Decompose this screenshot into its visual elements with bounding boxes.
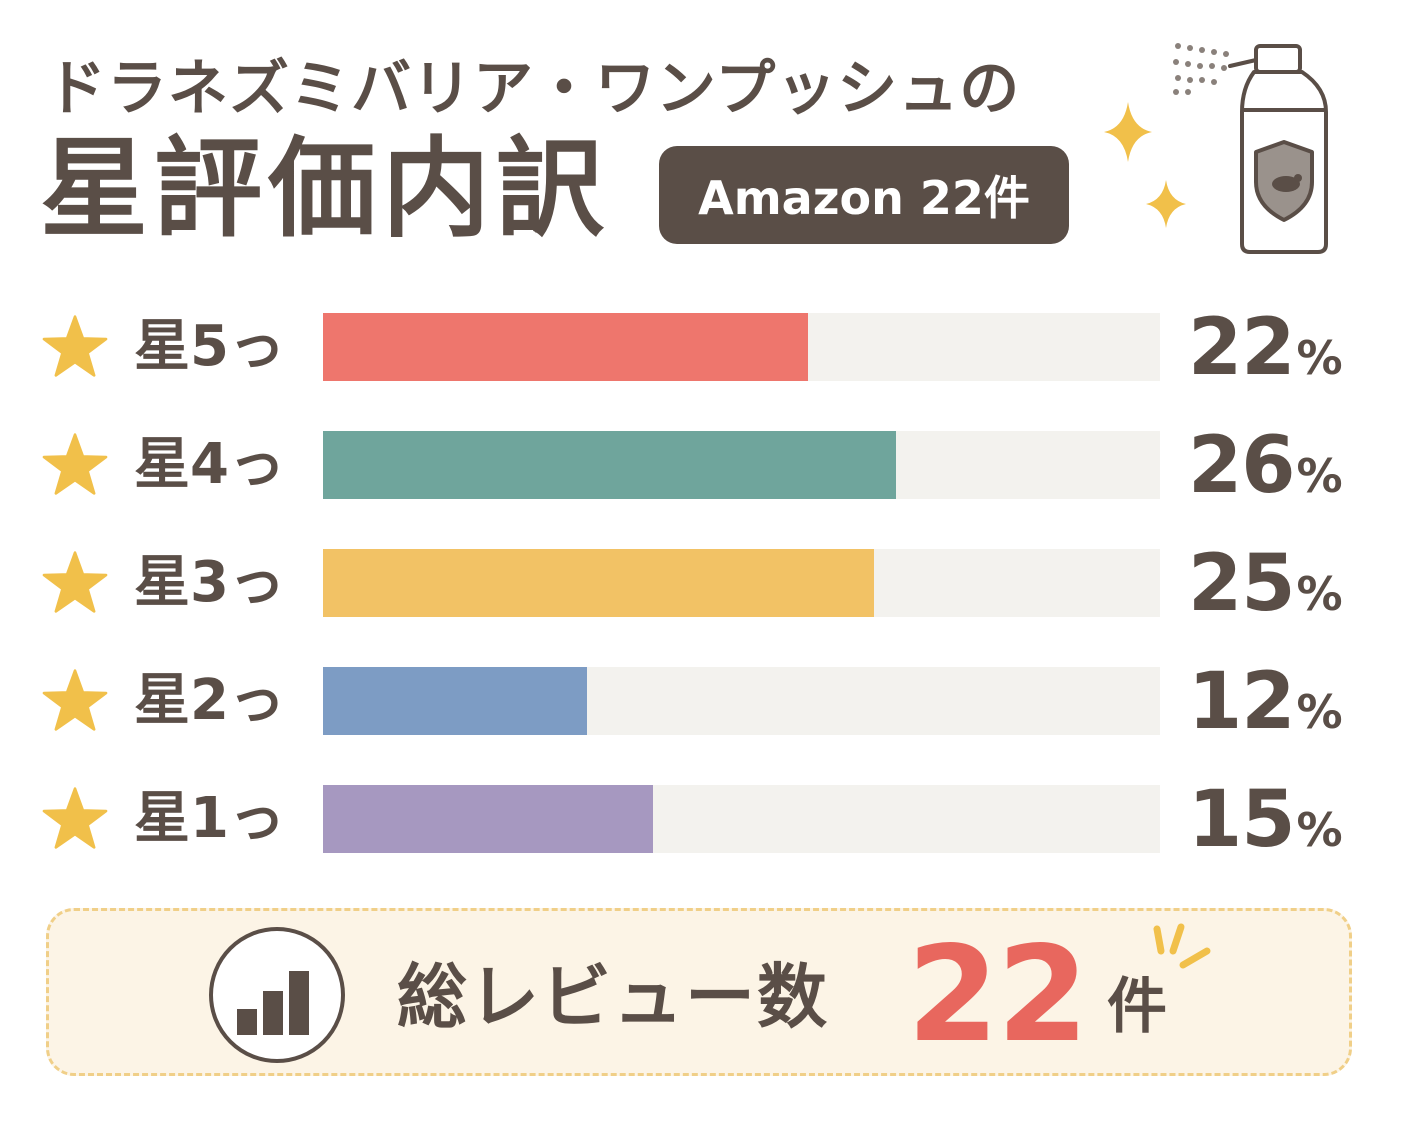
value-number: 26 bbox=[1188, 421, 1296, 511]
value-number: 22 bbox=[1188, 303, 1296, 393]
star-icon bbox=[42, 669, 108, 731]
value-unit: % bbox=[1296, 331, 1343, 385]
category-label: 星2っ bbox=[134, 668, 285, 733]
category-label: 星1っ bbox=[134, 786, 285, 851]
page-title-line2: 星評価内訳 bbox=[40, 127, 611, 252]
sparkle-icon bbox=[1146, 180, 1186, 228]
value-label: 15% bbox=[1188, 780, 1368, 860]
star-icon bbox=[42, 433, 108, 495]
bar bbox=[323, 785, 654, 853]
decoration bbox=[1104, 43, 1328, 254]
value-label: 12% bbox=[1188, 662, 1368, 742]
bar-chart-icon bbox=[209, 927, 345, 1063]
bar-track bbox=[323, 431, 1160, 499]
chart-row: 星1っ 15% bbox=[0, 780, 1402, 860]
sparkle-icon bbox=[1104, 102, 1152, 162]
value-label: 22% bbox=[1188, 308, 1368, 388]
chart-row: 星5っ 22% bbox=[0, 308, 1402, 388]
source-badge: Amazon 22件 bbox=[659, 146, 1069, 244]
bar-track bbox=[323, 313, 1160, 381]
total-value: 22 bbox=[907, 918, 1089, 1072]
bar bbox=[323, 667, 588, 735]
chart-row: 星2っ 12% bbox=[0, 662, 1402, 742]
bar-track bbox=[323, 667, 1160, 735]
rating-bar-chart: 星5っ 22% 星4っ 26% 星3っ 25% 星2っ 12% 星1っ 15% bbox=[0, 308, 1402, 860]
value-unit: % bbox=[1296, 803, 1343, 857]
value-number: 15 bbox=[1188, 775, 1296, 865]
spray-can-icon bbox=[1228, 44, 1328, 254]
bar bbox=[323, 313, 808, 381]
page-title-line1: ドラネズミバリア・ワンプッシュの bbox=[46, 54, 1021, 124]
bar bbox=[323, 549, 874, 617]
star-icon bbox=[42, 551, 108, 613]
bar bbox=[323, 431, 896, 499]
total-reviews-box: 総レビュー数 22 件 bbox=[46, 908, 1352, 1076]
star-icon bbox=[42, 787, 108, 849]
total-unit: 件 bbox=[1107, 972, 1167, 1042]
star-icon bbox=[42, 315, 108, 377]
category-label: 星5っ bbox=[134, 314, 285, 379]
spray-mist-icon bbox=[1173, 43, 1229, 95]
value-unit: % bbox=[1296, 449, 1343, 503]
value-unit: % bbox=[1296, 567, 1343, 621]
value-number: 25 bbox=[1188, 539, 1296, 629]
burst-lines-icon bbox=[1153, 923, 1211, 969]
chart-row: 星3っ 25% bbox=[0, 544, 1402, 624]
chart-row: 星4っ 26% bbox=[0, 426, 1402, 506]
value-label: 25% bbox=[1188, 544, 1368, 624]
category-label: 星3っ bbox=[134, 550, 285, 615]
bar-track bbox=[323, 549, 1160, 617]
value-unit: % bbox=[1296, 685, 1343, 739]
category-label: 星4っ bbox=[134, 432, 285, 497]
bar-track bbox=[323, 785, 1160, 853]
value-number: 12 bbox=[1188, 657, 1296, 747]
value-label: 26% bbox=[1188, 426, 1368, 506]
total-label: 総レビュー数 bbox=[397, 956, 829, 1038]
